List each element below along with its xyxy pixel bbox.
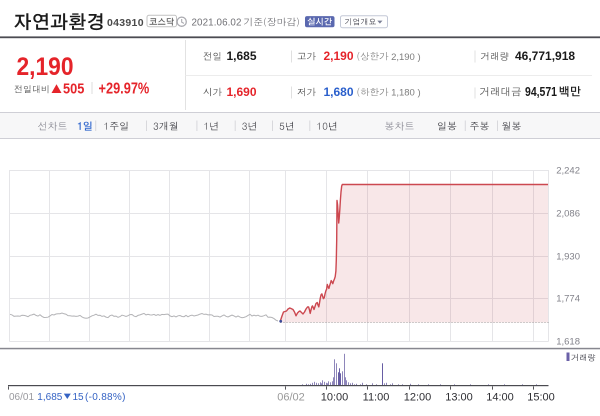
svg-text:12:00: 12:00 bbox=[404, 391, 432, 403]
svg-text:1,774: 1,774 bbox=[556, 294, 580, 305]
svg-text:(-0.88%): (-0.88%) bbox=[85, 392, 126, 403]
svg-text:11:00: 11:00 bbox=[363, 391, 390, 403]
svg-text:94,571: 94,571 bbox=[525, 85, 557, 99]
svg-text:1,180 ): 1,180 ) bbox=[391, 88, 421, 99]
svg-text:1,685: 1,685 bbox=[227, 49, 257, 63]
svg-text:1,930: 1,930 bbox=[556, 252, 580, 263]
svg-text:043910: 043910 bbox=[107, 17, 144, 29]
svg-text:1,618: 1,618 bbox=[556, 337, 580, 348]
svg-text:46,771,918: 46,771,918 bbox=[515, 49, 575, 63]
svg-text:06/01: 06/01 bbox=[9, 392, 34, 403]
svg-text:2021.06.02: 2021.06.02 bbox=[192, 18, 242, 29]
svg-text:15:00: 15:00 bbox=[527, 391, 555, 403]
svg-text:+29.97%: +29.97% bbox=[99, 81, 150, 98]
svg-text:2,190: 2,190 bbox=[17, 53, 74, 81]
svg-text:505: 505 bbox=[63, 80, 84, 97]
svg-text:1,690: 1,690 bbox=[227, 85, 257, 99]
svg-text:1,680: 1,680 bbox=[324, 85, 354, 99]
svg-text:2,242: 2,242 bbox=[556, 166, 580, 177]
svg-text:2,190: 2,190 bbox=[324, 49, 354, 63]
svg-text:06/02: 06/02 bbox=[277, 391, 305, 403]
svg-text:15: 15 bbox=[73, 392, 85, 403]
svg-text:10:00: 10:00 bbox=[321, 391, 349, 403]
svg-text:2,086: 2,086 bbox=[556, 209, 580, 220]
svg-text:14:00: 14:00 bbox=[486, 391, 514, 403]
svg-text:13:00: 13:00 bbox=[445, 391, 473, 403]
svg-text:1,685: 1,685 bbox=[37, 392, 62, 403]
svg-text:2,190 ): 2,190 ) bbox=[391, 52, 421, 63]
